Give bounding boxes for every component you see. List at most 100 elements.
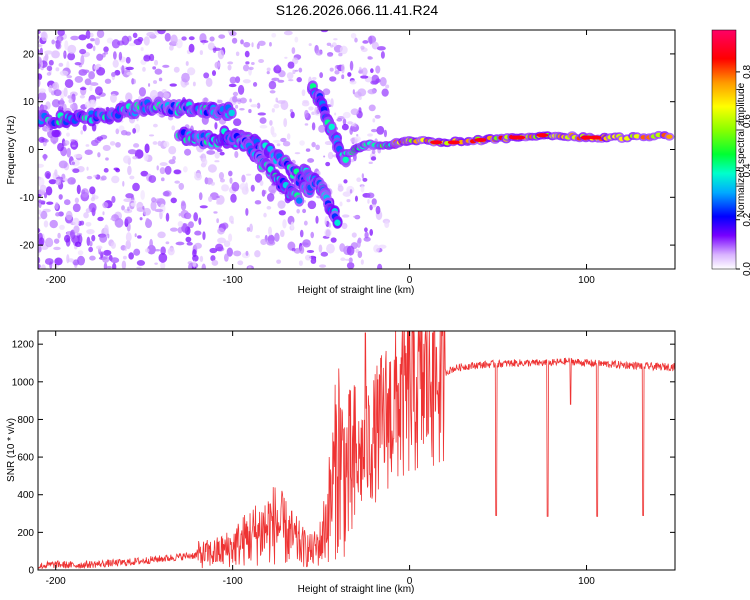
spectrogram-y-tick-label: 0 bbox=[28, 145, 34, 156]
spectrogram-noise-dot bbox=[64, 234, 71, 243]
spectrogram-noise-dot bbox=[255, 234, 261, 239]
spectrogram-ridge-core bbox=[296, 197, 303, 204]
spectrogram-noise-dot bbox=[57, 30, 65, 37]
spectrogram-noise-dot bbox=[40, 264, 46, 269]
spectrogram-noise-dot bbox=[188, 43, 195, 53]
spectrogram-noise-dot bbox=[356, 133, 359, 137]
spectrogram-noise-dot bbox=[349, 127, 353, 135]
spectrogram-noise-dot bbox=[371, 203, 377, 208]
spectrogram-noise-dot bbox=[364, 231, 369, 239]
spectrogram-noise-dot bbox=[294, 152, 301, 155]
snr-y-tick-label: 200 bbox=[17, 528, 34, 539]
spectrogram-noise-dot bbox=[133, 248, 141, 256]
spectrogram-noise-dot bbox=[266, 240, 276, 246]
spectrogram-noise-dot bbox=[257, 40, 266, 46]
spectrogram-x-tick-label: 0 bbox=[407, 275, 413, 286]
spectrogram-noise-dot bbox=[89, 32, 94, 38]
spectrogram-noise-dot bbox=[305, 148, 311, 152]
spectrogram-noise-dot bbox=[125, 66, 134, 71]
spectrogram-noise-dot bbox=[319, 264, 327, 268]
spectrogram-noise-dot bbox=[164, 165, 172, 175]
colorbar-tick-label: 0.0 bbox=[742, 262, 750, 276]
spectrogram-noise-dot bbox=[250, 184, 255, 192]
spectrogram-noise-dot bbox=[80, 130, 83, 135]
spectrogram-noise-dot bbox=[79, 48, 87, 55]
snr-series-line bbox=[38, 331, 675, 570]
spectrogram-noise-dot bbox=[223, 253, 229, 262]
spectrogram-noise-dot bbox=[194, 242, 202, 249]
spectrogram-noise-dot bbox=[341, 63, 345, 74]
spectrogram-noise-dot bbox=[77, 255, 86, 266]
spectrogram-noise-dot bbox=[63, 178, 69, 182]
spectrogram-noise-dot bbox=[143, 36, 150, 46]
spectrogram-noise-dot bbox=[290, 111, 295, 119]
spectrogram-noise-dot bbox=[308, 106, 314, 111]
snr-x-tick-label: -100 bbox=[223, 576, 243, 587]
spectrogram-noise-dot bbox=[341, 214, 350, 218]
spectrogram-noise-dot bbox=[349, 158, 355, 163]
spectrogram-noise-dot bbox=[284, 56, 288, 59]
spectrogram-noise-dot bbox=[160, 177, 165, 182]
spectrogram-noise-dot bbox=[177, 220, 184, 228]
spectrogram-noise-dot bbox=[228, 83, 237, 88]
spectrogram-noise-dot bbox=[235, 76, 241, 84]
spectrogram-noise-dot bbox=[307, 200, 317, 210]
spectrogram-noise-dot bbox=[269, 41, 272, 47]
spectrogram-noise-dot bbox=[200, 40, 209, 44]
spectrogram-noise-dot bbox=[102, 144, 111, 152]
spectrogram-noise-dot bbox=[248, 108, 252, 114]
spectrogram-noise-dot bbox=[76, 184, 81, 195]
spectrogram-noise-dot bbox=[140, 170, 149, 177]
spectrogram-noise-dot bbox=[38, 78, 41, 88]
spectrogram-noise-dot bbox=[327, 151, 334, 160]
spectrogram-noise-dot bbox=[64, 78, 74, 88]
spectrogram-noise-dot bbox=[115, 128, 120, 135]
spectrogram-noise-dot bbox=[152, 66, 157, 70]
spectrogram-noise-dot bbox=[217, 237, 227, 244]
spectrogram-noise-dot bbox=[31, 211, 37, 221]
spectrogram-noise-dot bbox=[72, 203, 81, 213]
spectrogram-noise-dot bbox=[140, 47, 144, 52]
spectrogram-noise-dot bbox=[246, 227, 251, 232]
spectrogram-noise-dot bbox=[169, 227, 178, 232]
spectrogram-ridge-halo bbox=[23, 114, 33, 126]
spectrogram-noise-dot bbox=[266, 71, 270, 75]
colorbar-tick-label: 0.4 bbox=[742, 163, 750, 177]
snr-y-label: SNR (10 * v/v) bbox=[6, 418, 17, 482]
spectrogram-noise-dot bbox=[275, 97, 278, 103]
spectrogram-noise-dot bbox=[203, 72, 210, 79]
spectrogram-noise-dot bbox=[89, 255, 96, 261]
spectrogram-noise-dot bbox=[38, 73, 43, 81]
spectrogram-noise-dot bbox=[153, 123, 158, 128]
spectrogram-noise-dot bbox=[147, 244, 156, 255]
snr-y-tick-label: 600 bbox=[17, 453, 34, 464]
spectrogram-noise-dot bbox=[53, 238, 60, 244]
spectrogram-noise-dot bbox=[96, 136, 104, 141]
spectrogram-noise-dot bbox=[66, 132, 70, 137]
spectrogram-noise-dot bbox=[212, 47, 222, 51]
spectrogram-noise-dot bbox=[123, 198, 132, 203]
spectrogram-noise-dot bbox=[356, 177, 362, 183]
spectrogram-noise-dot bbox=[299, 140, 305, 146]
spectrogram-ridge-core bbox=[334, 219, 341, 226]
spectrogram-noise-dot bbox=[368, 35, 373, 45]
spectrogram-noise-dot bbox=[41, 31, 48, 42]
spectrogram-noise-dot bbox=[245, 250, 249, 256]
spectrogram-noise-dot bbox=[51, 39, 55, 45]
spectrogram-noise-dot bbox=[324, 220, 328, 225]
spectrogram-noise-dot bbox=[353, 122, 357, 128]
spectrogram-noise-dot bbox=[82, 69, 90, 74]
spectrogram-noise-dot bbox=[239, 182, 247, 191]
spectrogram-noise-dot bbox=[89, 85, 93, 92]
spectrogram-noise-dot bbox=[218, 34, 226, 39]
spectrogram-noise-dot bbox=[55, 178, 62, 186]
spectrogram-noise-dot bbox=[228, 233, 233, 242]
spectrogram-y-tick-label: 20 bbox=[23, 49, 35, 60]
spectrogram-noise-dot bbox=[162, 64, 170, 68]
spectrogram-noise-dot bbox=[90, 99, 97, 108]
spectrogram-noise-dot bbox=[349, 80, 357, 85]
spectrogram-noise-dot bbox=[132, 156, 138, 160]
spectrogram-noise-dot bbox=[250, 104, 258, 108]
colorbar-tick-label: 0.6 bbox=[742, 114, 750, 128]
spectrogram-noise-dot bbox=[304, 254, 312, 261]
